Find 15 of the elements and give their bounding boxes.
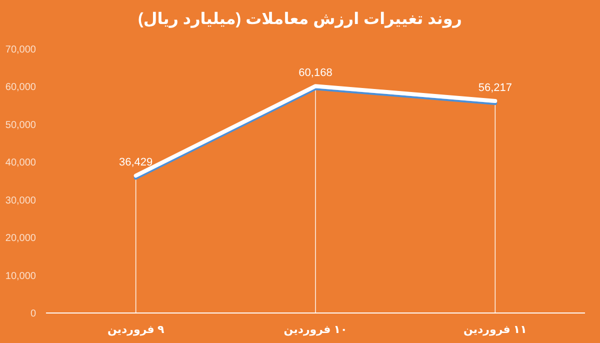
x-tick-label: ۹ فروردین bbox=[107, 324, 164, 336]
chart-title: روند تغییرات ارزش معاملات (میلیارد ریال) bbox=[138, 11, 462, 28]
x-tick-label: ۱۰ فروردین bbox=[284, 324, 348, 336]
data-label: 56,217 bbox=[478, 82, 512, 94]
y-tick-label: 20,000 bbox=[5, 233, 36, 244]
x-tick-label: ۱۱ فروردین bbox=[463, 324, 527, 336]
y-tick-label: 10,000 bbox=[5, 270, 36, 282]
data-label: 36,429 bbox=[119, 156, 153, 169]
y-tick-label: 30,000 bbox=[5, 195, 36, 206]
y-tick-label: 40,000 bbox=[5, 158, 36, 169]
data-label: 60,168 bbox=[298, 67, 332, 80]
y-tick-label: 60,000 bbox=[5, 82, 36, 94]
y-tick-label: 50,000 bbox=[5, 120, 36, 131]
y-tick-label: 0 bbox=[30, 308, 36, 320]
y-tick-label: 70,000 bbox=[5, 44, 36, 56]
